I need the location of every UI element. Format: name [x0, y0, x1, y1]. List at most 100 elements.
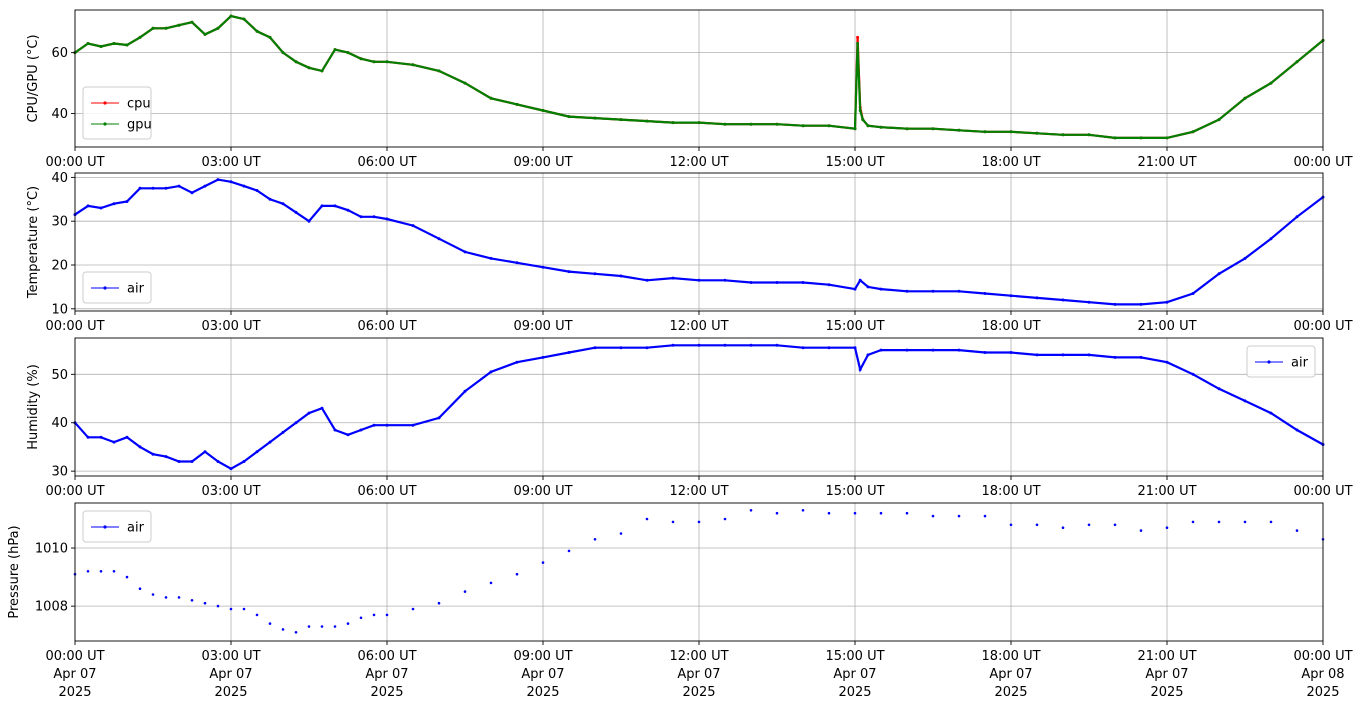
data-point: [905, 511, 909, 515]
data-point: [1295, 215, 1299, 219]
x-tick-label: 12:00 UT: [669, 155, 728, 170]
data-point: [359, 428, 363, 432]
data-point: [697, 278, 701, 282]
data-point: [853, 127, 857, 131]
data-point: [1061, 526, 1065, 529]
x-tick-label: 00:00 UT: [1293, 649, 1352, 664]
data-point: [1243, 520, 1247, 524]
data-point: [1269, 411, 1273, 415]
data-point: [242, 17, 246, 21]
data-point: [86, 204, 90, 208]
data-point: [749, 122, 753, 126]
data-point: [856, 42, 860, 45]
data-point: [1191, 372, 1195, 376]
data-point: [138, 445, 142, 449]
x-tick-label: 18:00 UT: [981, 484, 1040, 499]
data-point: [255, 450, 259, 454]
data-point: [268, 197, 272, 201]
series-air: [73, 343, 1325, 471]
data-point: [242, 607, 246, 611]
data-point: [858, 109, 862, 112]
data-point: [1191, 520, 1195, 524]
data-point: [177, 23, 181, 27]
x-tick-label: 00:00 UT: [1293, 484, 1352, 499]
x-tick-label: 15:00 UT: [825, 649, 884, 664]
data-point: [359, 215, 363, 219]
data-point: [112, 440, 116, 444]
x-tick-date-label: Apr 07: [209, 667, 252, 682]
data-point: [242, 184, 246, 188]
data-point: [619, 532, 623, 535]
data-point: [567, 270, 571, 274]
data-point: [801, 346, 805, 350]
x-tick-year-label: 2025: [838, 685, 871, 700]
y-tick-label: 50: [51, 368, 68, 383]
legend-box: [82, 510, 152, 543]
y-tick-label: 20: [51, 259, 68, 274]
data-point: [307, 411, 311, 415]
data-point: [1035, 353, 1039, 357]
data-point: [463, 81, 467, 85]
data-point: [112, 570, 116, 573]
x-tick-label: 09:00 UT: [513, 319, 572, 334]
data-point: [86, 435, 90, 439]
data-point: [320, 625, 324, 628]
x-tick-label: 21:00 UT: [1137, 649, 1196, 664]
data-point: [411, 63, 415, 67]
data-point: [1269, 81, 1273, 85]
data-point: [827, 283, 831, 287]
data-point: [983, 514, 987, 518]
legend: air: [82, 510, 152, 543]
legend-label-gpu: gpu: [127, 118, 152, 133]
data-point: [385, 423, 389, 427]
x-tick-year-label: 2025: [994, 685, 1027, 700]
data-point: [1087, 353, 1091, 357]
data-point: [697, 520, 701, 524]
legend-label-air: air: [127, 521, 145, 536]
data-point: [437, 69, 441, 73]
data-point: [827, 346, 831, 350]
data-point: [1087, 133, 1091, 137]
y-tick-label: 1008: [35, 600, 68, 615]
data-point: [515, 360, 519, 364]
x-tick-year-label: 2025: [214, 685, 247, 700]
data-point: [697, 343, 701, 347]
x-tick-date-label: Apr 07: [1145, 667, 1188, 682]
data-point: [203, 184, 207, 188]
data-point: [723, 343, 727, 347]
data-point: [593, 538, 597, 541]
data-point: [320, 69, 324, 73]
y-tick-label: 40: [51, 107, 68, 122]
data-point: [333, 625, 337, 628]
data-point: [671, 520, 675, 524]
data-point: [333, 48, 337, 52]
data-point: [866, 124, 870, 128]
data-point: [385, 613, 389, 617]
data-point: [905, 289, 909, 293]
data-point: [437, 416, 441, 420]
data-point: [1087, 523, 1091, 527]
data-point: [801, 281, 805, 284]
x-tick-label: 18:00 UT: [981, 155, 1040, 170]
data-point: [827, 124, 831, 128]
data-point: [1061, 353, 1065, 357]
x-tick-label: 00:00 UT: [1293, 155, 1352, 170]
data-point: [294, 210, 298, 214]
y-tick-label: 1010: [35, 542, 68, 557]
data-point: [1217, 387, 1221, 391]
legend-label-air: air: [127, 282, 145, 297]
x-tick-label: 09:00 UT: [513, 484, 572, 499]
data-point: [203, 32, 207, 36]
data-point: [879, 287, 883, 291]
x-tick-label: 21:00 UT: [1137, 484, 1196, 499]
data-point: [489, 96, 493, 100]
data-point: [861, 118, 865, 122]
data-point: [1217, 118, 1221, 122]
x-tick-label: 09:00 UT: [513, 649, 572, 664]
chart-panel-4: 1008 1010 00:00 UT Apr 07 2025 03:00 UT Apr 07…: [7, 502, 1353, 700]
data-point: [1139, 136, 1143, 140]
legend-label-cpu: cpu: [127, 97, 151, 112]
legend-swatch-marker: [1267, 360, 1271, 364]
data-point: [138, 186, 142, 190]
